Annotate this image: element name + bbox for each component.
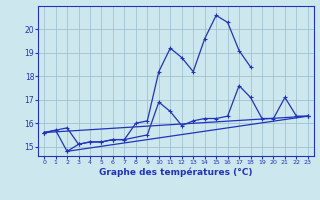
X-axis label: Graphe des températures (°C): Graphe des températures (°C) [99, 168, 253, 177]
